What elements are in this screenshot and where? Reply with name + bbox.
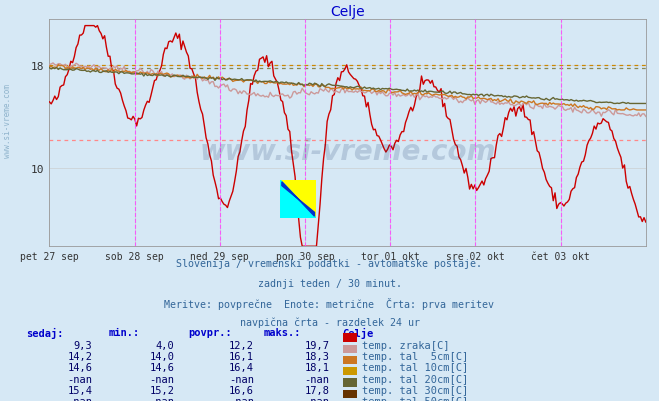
Text: Slovenija / vremenski podatki - avtomatske postaje.: Slovenija / vremenski podatki - avtomats…: [177, 259, 482, 269]
Text: 19,7: 19,7: [304, 340, 330, 350]
Text: -nan: -nan: [150, 396, 175, 401]
Text: www.si-vreme.com: www.si-vreme.com: [200, 138, 496, 166]
Text: 14,6: 14,6: [150, 363, 175, 373]
Text: temp. tal 30cm[C]: temp. tal 30cm[C]: [362, 385, 469, 395]
Text: www.si-vreme.com: www.si-vreme.com: [3, 83, 13, 157]
Text: Meritve: povprečne  Enote: metrične  Črta: prva meritev: Meritve: povprečne Enote: metrične Črta:…: [165, 297, 494, 309]
Text: 9,3: 9,3: [74, 340, 92, 350]
Polygon shape: [280, 180, 316, 219]
Text: -nan: -nan: [304, 396, 330, 401]
Text: -nan: -nan: [67, 374, 92, 384]
Text: temp. tal 50cm[C]: temp. tal 50cm[C]: [362, 396, 469, 401]
Text: maks.:: maks.:: [264, 327, 301, 337]
Text: -nan: -nan: [229, 396, 254, 401]
Text: 18,3: 18,3: [304, 351, 330, 361]
Text: povpr.:: povpr.:: [188, 327, 231, 337]
Text: temp. tal 10cm[C]: temp. tal 10cm[C]: [362, 363, 469, 373]
Text: -nan: -nan: [304, 374, 330, 384]
Text: zadnji teden / 30 minut.: zadnji teden / 30 minut.: [258, 278, 401, 288]
Text: temp. tal  5cm[C]: temp. tal 5cm[C]: [362, 351, 469, 361]
Text: -nan: -nan: [150, 374, 175, 384]
Text: min.:: min.:: [109, 327, 140, 337]
Text: -nan: -nan: [229, 374, 254, 384]
Polygon shape: [280, 180, 316, 219]
Text: 16,6: 16,6: [229, 385, 254, 395]
Text: -nan: -nan: [67, 396, 92, 401]
Text: 14,0: 14,0: [150, 351, 175, 361]
Text: 14,2: 14,2: [67, 351, 92, 361]
Text: 14,6: 14,6: [67, 363, 92, 373]
Text: 12,2: 12,2: [229, 340, 254, 350]
Text: 18,1: 18,1: [304, 363, 330, 373]
Text: sedaj:: sedaj:: [26, 327, 64, 338]
Text: 15,2: 15,2: [150, 385, 175, 395]
Text: Celje: Celje: [343, 327, 374, 338]
Text: temp. zraka[C]: temp. zraka[C]: [362, 340, 450, 350]
Text: navpična črta - razdelek 24 ur: navpična črta - razdelek 24 ur: [239, 316, 420, 327]
Text: 16,4: 16,4: [229, 363, 254, 373]
Polygon shape: [282, 182, 314, 217]
Title: Celje: Celje: [330, 5, 365, 19]
Text: 4,0: 4,0: [156, 340, 175, 350]
Text: 15,4: 15,4: [67, 385, 92, 395]
Text: 17,8: 17,8: [304, 385, 330, 395]
Text: temp. tal 20cm[C]: temp. tal 20cm[C]: [362, 374, 469, 384]
Text: 16,1: 16,1: [229, 351, 254, 361]
